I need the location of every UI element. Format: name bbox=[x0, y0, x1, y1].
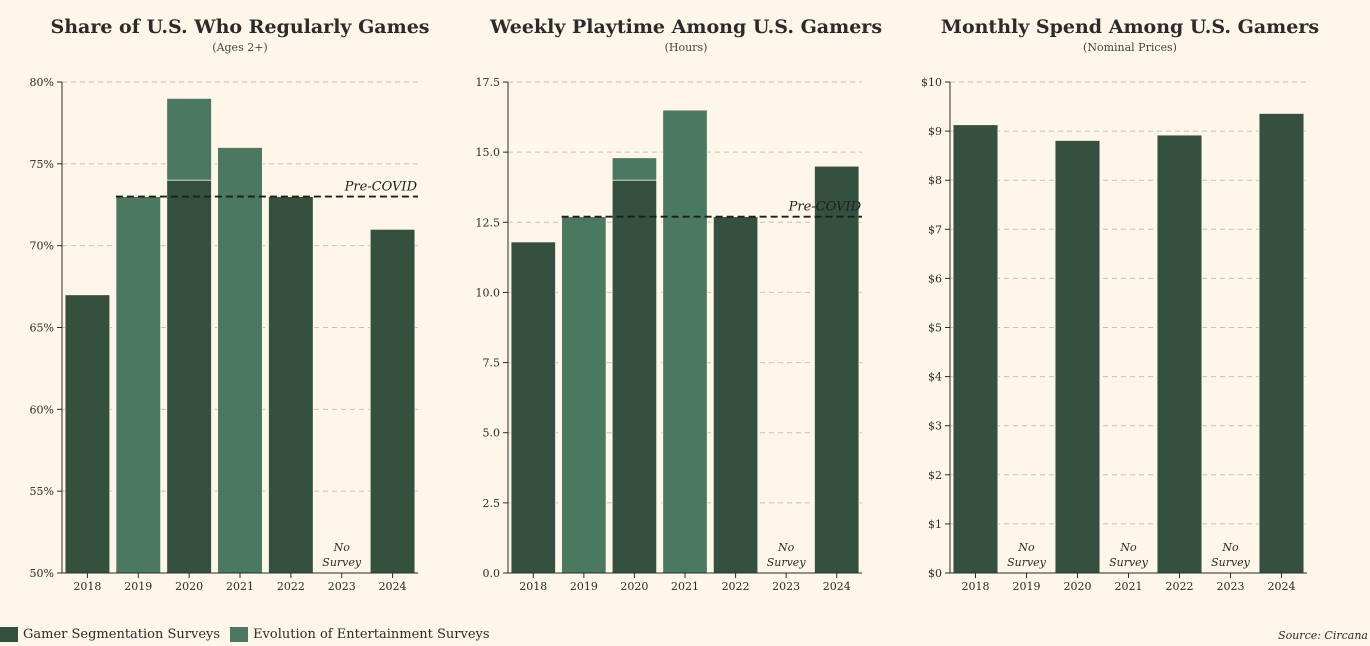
legend-label-evolution-entertainment: Evolution of Entertainment Surveys bbox=[253, 626, 490, 642]
x-tick-label: 2024 bbox=[823, 580, 851, 593]
x-tick-label: 2020 bbox=[620, 580, 648, 593]
y-tick-label: $8 bbox=[928, 174, 942, 187]
chart-subtitle: (Ages 2+) bbox=[212, 41, 267, 54]
bar-gamer-segmentation bbox=[268, 196, 314, 574]
bar-evolution-entertainment bbox=[217, 147, 263, 574]
x-tick-label: 2018 bbox=[519, 580, 547, 593]
no-survey-annotation: Survey bbox=[1109, 556, 1149, 569]
chart-subtitle: (Nominal Prices) bbox=[1083, 41, 1177, 54]
y-tick-label: 7.5 bbox=[483, 357, 501, 370]
no-survey-annotation: No bbox=[1119, 541, 1137, 554]
x-tick-label: 2021 bbox=[1115, 580, 1143, 593]
y-tick-label: 75% bbox=[30, 158, 54, 171]
x-tick-label: 2020 bbox=[1064, 580, 1092, 593]
bar-evolution-entertainment bbox=[561, 216, 607, 574]
y-tick-label: $2 bbox=[928, 469, 942, 482]
bar-gamer-segmentation bbox=[814, 165, 860, 574]
x-tick-label: 2024 bbox=[379, 580, 407, 593]
no-survey-annotation: Survey bbox=[322, 556, 362, 569]
bar-gamer-segmentation bbox=[952, 124, 999, 574]
bar-evolution-entertainment bbox=[115, 196, 162, 574]
pre-covid-label: Pre-COVID bbox=[344, 180, 418, 195]
x-tick-label: 2019 bbox=[1013, 580, 1041, 593]
y-tick-label: 5.0 bbox=[483, 427, 501, 440]
legend-swatch-evolution-entertainment bbox=[230, 626, 249, 642]
bar-gamer-segmentation bbox=[1054, 140, 1101, 574]
x-tick-label: 2021 bbox=[226, 580, 254, 593]
x-tick-label: 2023 bbox=[328, 580, 356, 593]
x-tick-label: 2022 bbox=[277, 580, 305, 593]
y-tick-label: 15.0 bbox=[476, 146, 501, 159]
legend-item-gamer-segmentation: Gamer Segmentation Surveys bbox=[0, 626, 221, 642]
x-tick-label: 2019 bbox=[124, 580, 152, 593]
no-survey-annotation: No bbox=[333, 541, 351, 554]
bar-gamer-segmentation bbox=[1156, 134, 1203, 574]
y-tick-label: 50% bbox=[30, 567, 54, 580]
y-tick-label: 60% bbox=[30, 403, 54, 416]
y-tick-label: $0 bbox=[928, 567, 942, 580]
x-tick-label: 2018 bbox=[73, 580, 101, 593]
y-tick-label: $4 bbox=[928, 371, 942, 384]
legend-swatch-gamer-segmentation bbox=[0, 626, 18, 642]
x-tick-label: 2023 bbox=[772, 580, 800, 593]
y-tick-label: $3 bbox=[928, 420, 942, 433]
bar-gamer-segmentation bbox=[166, 179, 212, 574]
y-tick-label: 80% bbox=[30, 76, 54, 89]
no-survey-annotation: No bbox=[777, 541, 795, 554]
x-tick-label: 2022 bbox=[1166, 580, 1194, 593]
y-tick-label: $1 bbox=[928, 518, 942, 531]
legend-label-gamer-segmentation: Gamer Segmentation Surveys bbox=[23, 626, 221, 642]
y-tick-label: $5 bbox=[928, 322, 942, 335]
y-tick-label: 10.0 bbox=[476, 286, 501, 299]
bar-gamer-segmentation bbox=[510, 241, 556, 574]
x-tick-label: 2020 bbox=[175, 580, 203, 593]
x-tick-label: 2023 bbox=[1217, 580, 1245, 593]
bar-evolution-entertainment bbox=[662, 109, 708, 574]
chart-title: Monthly Spend Among U.S. Gamers bbox=[941, 16, 1319, 38]
no-survey-annotation: No bbox=[1017, 541, 1035, 554]
no-survey-annotation: Survey bbox=[767, 556, 807, 569]
source-note: Source: Circana bbox=[1278, 629, 1368, 642]
bar-gamer-segmentation bbox=[369, 228, 416, 574]
x-tick-label: 2019 bbox=[570, 580, 598, 593]
y-tick-label: 0.0 bbox=[483, 567, 501, 580]
y-tick-label: 12.5 bbox=[476, 216, 501, 229]
y-tick-label: 70% bbox=[30, 240, 54, 253]
x-tick-label: 2024 bbox=[1268, 580, 1296, 593]
chart-title: Share of U.S. Who Regularly Games bbox=[51, 16, 430, 38]
bar-gamer-segmentation bbox=[712, 216, 759, 574]
bar-gamer-segmentation bbox=[64, 294, 111, 574]
no-survey-annotation: Survey bbox=[1211, 556, 1251, 569]
y-tick-label: 65% bbox=[30, 322, 54, 335]
x-tick-label: 2018 bbox=[962, 580, 990, 593]
legend: Gamer Segmentation Surveys Evolution of … bbox=[0, 624, 500, 644]
y-tick-label: $10 bbox=[921, 76, 942, 89]
chart-subtitle: (Hours) bbox=[665, 41, 708, 54]
bar-gamer-segmentation bbox=[611, 179, 658, 574]
pre-covid-label: Pre-COVID bbox=[788, 200, 862, 215]
y-tick-label: 17.5 bbox=[476, 76, 501, 89]
y-tick-label: 55% bbox=[30, 485, 54, 498]
y-tick-label: $7 bbox=[928, 223, 942, 236]
y-tick-label: 2.5 bbox=[483, 497, 501, 510]
bar-gamer-segmentation bbox=[1258, 113, 1305, 574]
legend-item-evolution-entertainment: Evolution of Entertainment Surveys bbox=[230, 626, 490, 642]
y-tick-label: $6 bbox=[928, 272, 942, 285]
chart-title: Weekly Playtime Among U.S. Gamers bbox=[489, 16, 882, 38]
y-tick-label: $9 bbox=[928, 125, 942, 138]
x-tick-label: 2021 bbox=[671, 580, 699, 593]
no-survey-annotation: Survey bbox=[1007, 556, 1047, 569]
no-survey-annotation: No bbox=[1221, 541, 1239, 554]
x-tick-label: 2022 bbox=[722, 580, 750, 593]
